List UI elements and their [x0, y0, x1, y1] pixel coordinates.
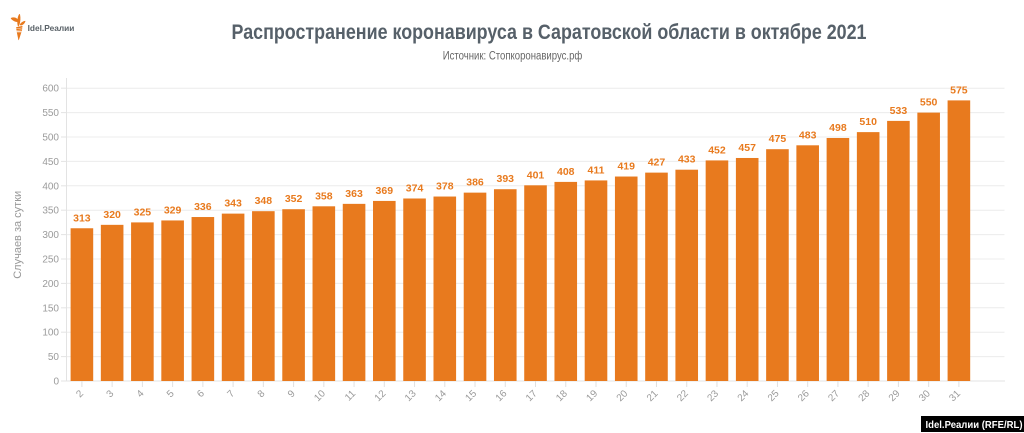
svg-text:363: 363 — [345, 188, 363, 200]
svg-text:510: 510 — [859, 116, 877, 128]
svg-text:475: 475 — [769, 133, 787, 145]
svg-text:378: 378 — [436, 181, 454, 193]
svg-text:386: 386 — [466, 177, 484, 189]
svg-text:Источник: Стопкоронавирус.рф: Источник: Стопкоронавирус.рф — [443, 51, 583, 63]
svg-text:313: 313 — [73, 212, 91, 224]
svg-text:343: 343 — [224, 198, 242, 210]
svg-text:336: 336 — [194, 201, 212, 213]
svg-text:352: 352 — [285, 193, 303, 205]
svg-text:320: 320 — [103, 209, 121, 221]
svg-text:400: 400 — [42, 181, 59, 192]
svg-text:50: 50 — [48, 352, 60, 363]
svg-text:550: 550 — [920, 97, 938, 109]
svg-text:393: 393 — [497, 173, 515, 185]
svg-text:Idel.Реалии (RFE/RL): Idel.Реалии (RFE/RL) — [926, 420, 1023, 431]
svg-text:533: 533 — [890, 105, 908, 117]
svg-text:483: 483 — [799, 129, 817, 141]
svg-text:450: 450 — [42, 157, 59, 168]
svg-text:452: 452 — [708, 144, 726, 156]
svg-text:374: 374 — [406, 182, 424, 194]
svg-text:0: 0 — [53, 377, 59, 388]
svg-text:419: 419 — [617, 161, 635, 173]
svg-text:575: 575 — [950, 84, 968, 96]
svg-text:Распространение коронавируса в: Распространение коронавируса в Саратовск… — [232, 21, 867, 44]
svg-text:550: 550 — [42, 108, 59, 119]
svg-text:250: 250 — [42, 255, 59, 266]
svg-text:Idel.Реалии: Idel.Реалии — [28, 23, 75, 33]
svg-text:200: 200 — [42, 279, 59, 290]
svg-text:300: 300 — [42, 230, 59, 241]
svg-text:348: 348 — [255, 195, 273, 207]
svg-text:350: 350 — [42, 206, 59, 217]
svg-text:411: 411 — [588, 164, 605, 176]
svg-text:498: 498 — [829, 122, 847, 134]
svg-text:Случаев за сутки: Случаев за сутки — [12, 191, 24, 279]
svg-text:150: 150 — [42, 303, 59, 314]
svg-text:600: 600 — [42, 84, 59, 95]
svg-text:427: 427 — [648, 157, 666, 169]
svg-text:369: 369 — [376, 185, 394, 197]
svg-text:401: 401 — [527, 169, 545, 181]
svg-text:408: 408 — [557, 166, 575, 178]
svg-text:325: 325 — [134, 206, 152, 218]
svg-text:500: 500 — [42, 133, 59, 144]
svg-text:329: 329 — [164, 204, 182, 216]
svg-text:433: 433 — [678, 154, 696, 166]
svg-text:100: 100 — [42, 328, 59, 339]
svg-text:358: 358 — [315, 190, 333, 202]
svg-text:457: 457 — [738, 142, 756, 154]
